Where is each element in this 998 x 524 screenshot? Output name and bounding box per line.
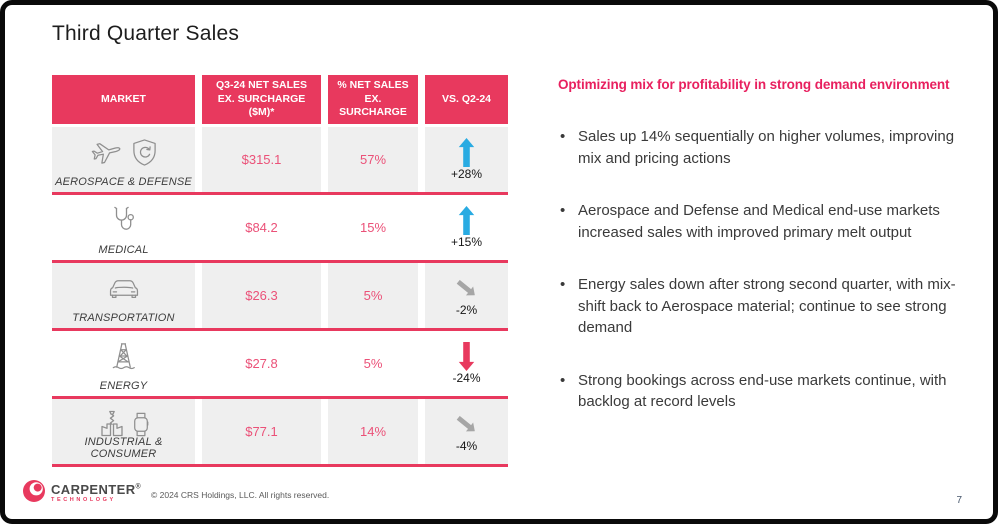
vs-q2-cell: -2% <box>425 263 508 328</box>
logo-brand: CARPENTER® <box>51 482 142 498</box>
net-sales-value: $77.1 <box>245 424 278 439</box>
pct-net-sales-cell: 57% <box>328 127 418 192</box>
vs-q2-cell: +15% <box>425 195 508 260</box>
market-cell: MEDICAL <box>52 195 195 260</box>
market-cell: TRANSPORTATION <box>52 263 195 328</box>
pct-net-sales-cell: 5% <box>328 263 418 328</box>
car-icon <box>107 276 141 301</box>
page-number: 7 <box>956 495 962 506</box>
net-sales-value: $27.8 <box>245 356 278 371</box>
table-row: MEDICAL $84.2 15% +15% <box>52 195 508 263</box>
vs-q2-value: -4% <box>455 439 478 453</box>
arrow-down-right-icon <box>456 274 475 302</box>
logo-text: CARPENTER® TECHNOLOGY <box>51 483 141 504</box>
shield-icon <box>131 138 158 167</box>
bullet-item: Sales up 14% sequentially on higher volu… <box>558 126 962 169</box>
vs-q2-value: -2% <box>455 303 478 317</box>
arrow-up-icon <box>458 205 475 235</box>
pct-net-sales-cell: 15% <box>328 195 418 260</box>
net-sales-cell: $26.3 <box>202 263 321 328</box>
company-logo: CARPENTER® TECHNOLOGY <box>22 479 141 508</box>
market-icons <box>107 276 141 301</box>
pct-net-sales-cell: 5% <box>328 331 418 396</box>
airplane-icon <box>90 139 123 165</box>
column-header-market: MARKET <box>52 75 195 124</box>
logo-division: TECHNOLOGY <box>51 497 116 504</box>
market-label: AEROSPACE & DEFENSE <box>55 176 192 188</box>
table-row: INDUSTRIAL & CONSUMER $77.1 14% -4% <box>52 399 508 467</box>
vs-q2-value: +15% <box>450 235 483 249</box>
sales-table: MARKET Q3-24 NET SALES EX. SURCHARGE ($M… <box>52 75 508 467</box>
bullet-item: Strong bookings across end-use markets c… <box>558 370 962 413</box>
table-header-row: MARKET Q3-24 NET SALES EX. SURCHARGE ($M… <box>52 75 508 124</box>
market-cell: AEROSPACE & DEFENSE <box>52 127 195 192</box>
oil-derrick-icon <box>109 341 138 372</box>
pct-net-sales-value: 5% <box>363 356 383 371</box>
table-row: ENERGY $27.8 5% -24% <box>52 331 508 399</box>
net-sales-cell: $27.8 <box>202 331 321 396</box>
stethoscope-icon <box>109 205 139 235</box>
column-header-net-sales: Q3-24 NET SALES EX. SURCHARGE ($M)* <box>202 75 321 124</box>
market-icons <box>90 138 158 167</box>
market-label: INDUSTRIAL & CONSUMER <box>84 436 163 460</box>
market-label: ENERGY <box>99 380 148 392</box>
market-label: MEDICAL <box>98 244 149 256</box>
market-icons <box>109 205 139 235</box>
market-icons <box>109 341 138 372</box>
vs-q2-value: +28% <box>450 167 483 181</box>
pct-net-sales-value: 5% <box>363 288 383 303</box>
net-sales-value: $84.2 <box>245 220 278 235</box>
pct-net-sales-value: 57% <box>359 152 387 167</box>
vs-q2-cell: -4% <box>425 399 508 464</box>
page-title: Third Quarter Sales <box>52 22 240 45</box>
table-row: TRANSPORTATION $26.3 5% -2% <box>52 263 508 331</box>
watch-icon <box>133 410 149 439</box>
net-sales-cell: $84.2 <box>202 195 321 260</box>
vs-q2-cell: +28% <box>425 127 508 192</box>
arrow-up-icon <box>458 137 475 167</box>
bullet-item: Aerospace and Defense and Medical end-us… <box>558 200 962 243</box>
net-sales-value: $315.1 <box>241 152 282 167</box>
drill-press-icon <box>99 409 125 439</box>
column-header-vs-q2: VS. Q2-24 <box>425 75 508 124</box>
pct-net-sales-cell: 14% <box>328 399 418 464</box>
copyright-text: © 2024 CRS Holdings, LLC. All rights res… <box>151 490 330 500</box>
commentary-bullets: Sales up 14% sequentially on higher volu… <box>558 126 962 444</box>
market-icons <box>99 409 149 439</box>
market-cell: ENERGY <box>52 331 195 396</box>
arrow-down-right-icon <box>456 410 475 438</box>
column-header-pct-net-sales: % NET SALES EX. SURCHARGE <box>328 75 418 124</box>
vs-q2-cell: -24% <box>425 331 508 396</box>
market-label: TRANSPORTATION <box>72 312 175 324</box>
net-sales-value: $26.3 <box>245 288 278 303</box>
net-sales-cell: $315.1 <box>202 127 321 192</box>
pct-net-sales-value: 15% <box>359 220 387 235</box>
vs-q2-value: -24% <box>452 371 481 385</box>
table-row: AEROSPACE & DEFENSE $315.1 57% +28% <box>52 127 508 195</box>
net-sales-cell: $77.1 <box>202 399 321 464</box>
table-body: AEROSPACE & DEFENSE $315.1 57% +28% MEDI… <box>52 127 508 467</box>
pct-net-sales-value: 14% <box>359 424 387 439</box>
commentary-heading: Optimizing mix for profitability in stro… <box>558 77 950 92</box>
arrow-down-icon <box>458 341 475 371</box>
market-cell: INDUSTRIAL & CONSUMER <box>52 399 195 464</box>
bullet-item: Energy sales down after strong second qu… <box>558 274 962 339</box>
carpenter-logo-icon <box>22 479 46 508</box>
